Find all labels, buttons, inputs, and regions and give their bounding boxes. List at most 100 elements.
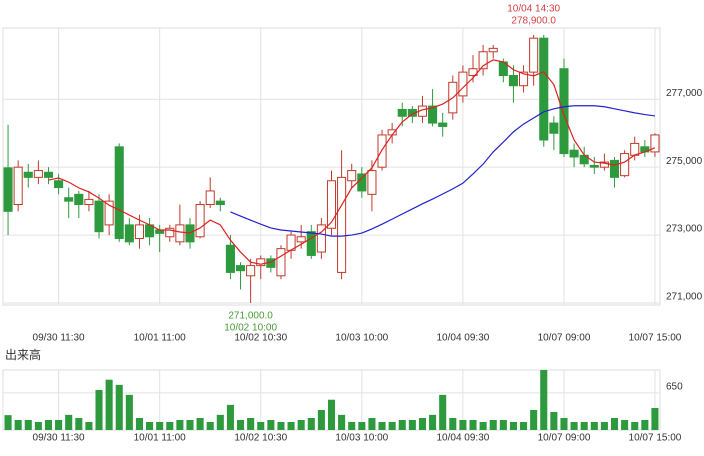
volume-bar	[226, 404, 234, 430]
candle-body	[64, 197, 74, 202]
candle-body	[43, 171, 54, 178]
volume-bar	[459, 420, 467, 430]
y-tick-label: 275,000	[666, 156, 703, 167]
candle-body	[165, 227, 175, 238]
volume-bar	[176, 420, 184, 430]
candle-body	[367, 170, 377, 195]
volume-bar	[560, 418, 568, 430]
candle-body	[559, 68, 569, 155]
volume-bar	[550, 412, 558, 430]
volume-bar	[75, 418, 83, 430]
y-tick-label: 271,000	[666, 292, 703, 303]
plot-frame	[2, 27, 661, 306]
candle-body	[347, 170, 357, 182]
volume-bar	[166, 422, 174, 430]
volume-bar	[479, 422, 487, 430]
volume-bar	[297, 420, 305, 430]
volume-bar	[236, 420, 245, 430]
candle-body	[124, 224, 134, 243]
candle-body	[54, 180, 64, 189]
volume-bar	[206, 422, 214, 430]
candle-body	[609, 159, 620, 178]
candle-body	[13, 166, 23, 206]
volume-bar	[469, 420, 477, 430]
candle-body	[519, 71, 529, 87]
annotation: 271,000.0	[228, 311, 273, 322]
candle-body	[215, 200, 225, 206]
candle-body	[650, 134, 660, 153]
candle-body	[316, 224, 326, 253]
candle-body	[438, 122, 448, 127]
volume-bar	[4, 415, 12, 430]
volume-bar	[55, 420, 63, 430]
volume-bar	[135, 418, 143, 430]
volume-bar	[196, 418, 204, 430]
volume-bar	[540, 370, 548, 430]
candle-body	[458, 71, 468, 97]
volume-bar	[156, 422, 164, 430]
volume-bar	[125, 394, 133, 430]
candle-body	[428, 105, 438, 124]
volume-bar	[580, 422, 588, 430]
candle-body	[84, 198, 94, 206]
volume-bar	[216, 414, 224, 430]
volume-bar	[277, 422, 285, 430]
volume-bar	[418, 418, 427, 430]
volume-bar	[44, 420, 53, 430]
candle-body	[225, 244, 235, 273]
candle-body	[549, 122, 559, 134]
candle-body	[175, 224, 185, 243]
candle-body	[589, 164, 599, 168]
volume-bar	[317, 410, 325, 430]
volume-bar	[378, 422, 386, 430]
x-tick-label: 10/01 11:00	[134, 333, 187, 344]
volume-bar	[439, 394, 447, 430]
volume-bar	[146, 422, 154, 430]
volume-bar	[24, 420, 32, 430]
candle-body	[246, 265, 256, 277]
volume-bar	[489, 420, 497, 430]
y-tick-label: 273,000	[666, 224, 703, 235]
candle-body	[539, 37, 549, 141]
volume-bar	[530, 410, 538, 430]
volume-bar	[267, 420, 275, 430]
volume-bar	[651, 408, 659, 430]
volume-bar	[115, 384, 123, 430]
candle-body	[33, 170, 43, 178]
volume-bar	[631, 422, 639, 430]
volume-bar	[65, 414, 73, 430]
annotation: 10/02 10:00	[224, 323, 277, 334]
candle-body	[508, 75, 518, 87]
x-tick-label: 10/02 10:30	[234, 333, 287, 344]
x-tick-label: 10/01 11:00	[134, 433, 187, 444]
volume-title: 出来高	[5, 347, 41, 362]
y-tick-label: 650	[666, 381, 683, 392]
candle-body	[235, 265, 246, 272]
x-tick-label: 10/07 09:00	[538, 333, 591, 344]
volume-bar	[85, 422, 93, 430]
x-tick-label: 09/30 11:30	[33, 333, 86, 344]
candle-body	[134, 224, 144, 239]
x-tick-label: 09/30 11:30	[33, 433, 86, 444]
candle-body	[599, 161, 609, 168]
candle-body	[569, 149, 579, 158]
annotation: 278,900.0	[511, 16, 556, 27]
candle-body	[620, 153, 630, 177]
moving-average	[48, 59, 656, 265]
volume-bar	[398, 420, 406, 430]
candle-body	[23, 171, 33, 178]
x-tick-label: 10/03 10:00	[335, 333, 388, 344]
candle-body	[296, 236, 306, 243]
volume-bar	[429, 414, 437, 430]
volume-bar	[287, 422, 295, 430]
volume-bar	[338, 414, 346, 430]
volume-bar	[641, 420, 649, 430]
volume-bar	[95, 390, 103, 430]
volume-bar	[590, 422, 598, 430]
candle-body	[397, 108, 407, 117]
volume-bar	[520, 422, 528, 430]
volume-bar	[257, 422, 265, 430]
volume-bar	[388, 422, 396, 430]
candle-body	[478, 51, 488, 70]
